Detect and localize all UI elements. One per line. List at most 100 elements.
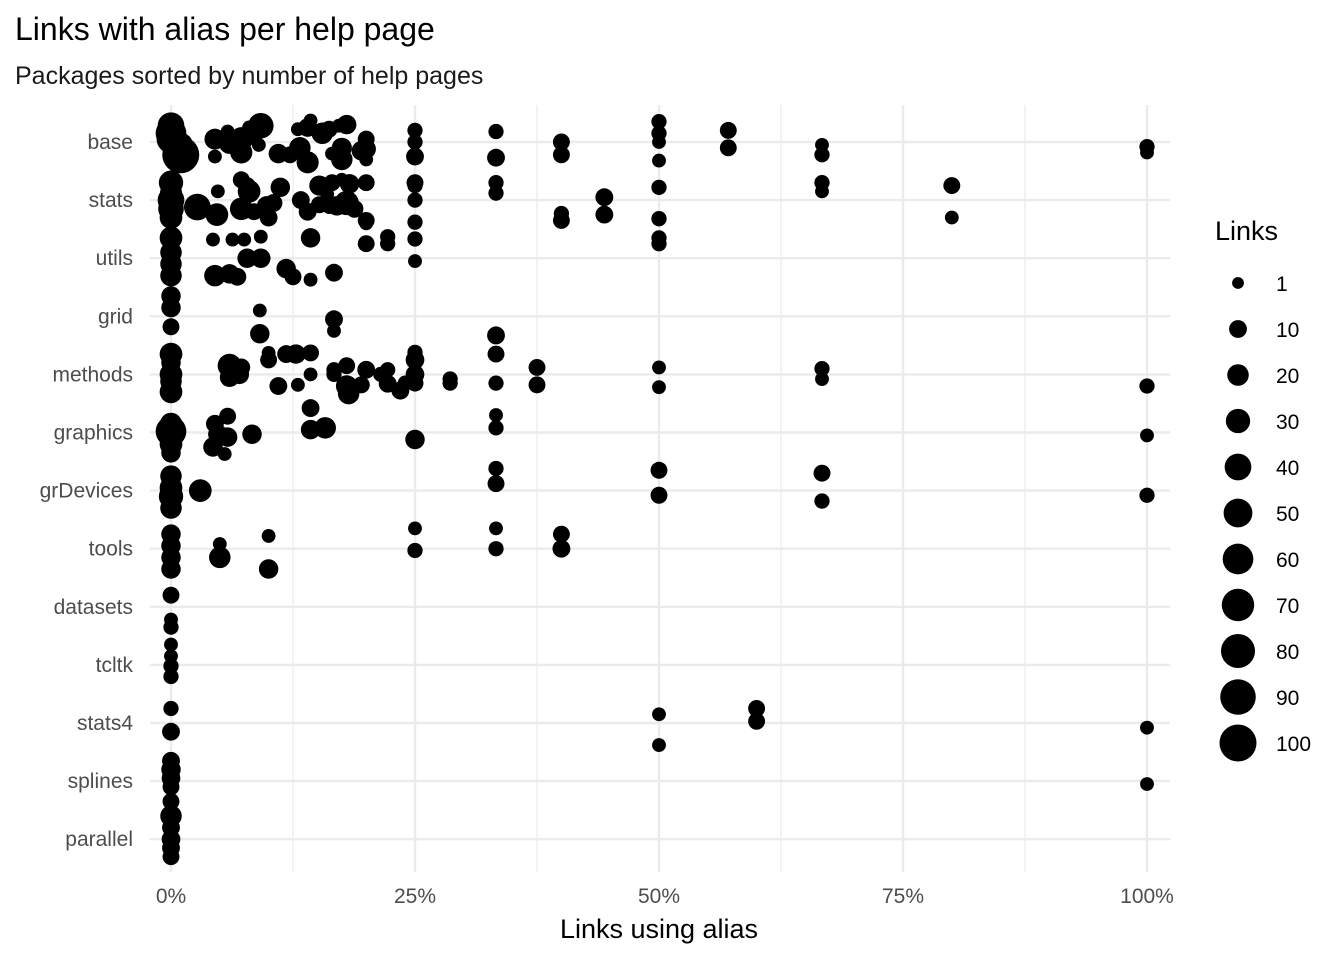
data-point <box>217 447 232 461</box>
data-point <box>237 180 261 203</box>
legend-label: 70 <box>1276 595 1299 618</box>
data-point <box>164 637 178 652</box>
data-point <box>203 437 223 457</box>
data-point <box>595 188 614 207</box>
y-tick-label: datasets <box>54 596 133 619</box>
data-point <box>489 408 503 422</box>
data-point <box>339 174 360 194</box>
y-tick-label: parallel <box>65 828 133 851</box>
data-point <box>249 117 264 132</box>
legend-label: 100 <box>1276 733 1311 756</box>
data-point <box>261 528 276 543</box>
data-point <box>487 326 505 344</box>
data-point <box>488 185 504 201</box>
data-point <box>552 211 570 229</box>
data-point <box>748 700 766 717</box>
legend-label: 90 <box>1276 687 1299 710</box>
data-point <box>161 559 181 579</box>
data-point <box>302 344 320 362</box>
data-point <box>352 376 370 394</box>
data-point <box>1139 487 1155 503</box>
data-point <box>229 364 250 385</box>
data-point <box>327 323 341 338</box>
data-point <box>356 139 376 159</box>
legend-title: Links <box>1215 216 1278 246</box>
data-point <box>260 351 278 369</box>
data-point <box>237 248 257 268</box>
data-point <box>652 135 666 149</box>
data-point <box>813 464 831 482</box>
data-point <box>284 268 302 286</box>
data-point <box>380 362 396 378</box>
y-tick-label: methods <box>52 363 133 386</box>
y-tick-label: utils <box>96 247 133 270</box>
data-point <box>408 254 422 269</box>
data-points <box>155 112 1155 866</box>
legend-label: 20 <box>1276 365 1299 388</box>
data-point <box>163 658 179 674</box>
data-point <box>210 184 225 199</box>
data-point <box>652 360 666 375</box>
y-tick-label: stats4 <box>77 712 133 735</box>
data-point <box>489 521 503 536</box>
x-tick-label: 25% <box>394 885 436 908</box>
legend-key <box>1219 724 1257 762</box>
data-point <box>442 375 458 391</box>
data-point <box>552 133 570 151</box>
data-point <box>162 136 200 174</box>
data-point <box>552 539 571 558</box>
data-point <box>652 738 666 753</box>
data-point <box>183 193 211 221</box>
data-point <box>488 420 504 436</box>
data-point <box>407 192 423 208</box>
data-point <box>162 778 180 796</box>
data-point <box>300 228 321 248</box>
data-point <box>258 559 279 579</box>
data-point <box>595 205 614 224</box>
data-point <box>331 137 352 158</box>
data-point <box>488 123 504 140</box>
data-point <box>407 214 423 230</box>
y-tick-label: stats <box>89 189 133 212</box>
legend-label: 1 <box>1276 273 1288 296</box>
data-point <box>1140 145 1154 160</box>
data-point <box>407 542 423 559</box>
data-point <box>652 707 666 722</box>
data-point <box>651 114 667 130</box>
data-point <box>814 147 830 163</box>
data-point <box>406 147 424 166</box>
data-point <box>650 461 668 479</box>
data-point <box>336 114 357 135</box>
legend-key <box>1232 277 1244 289</box>
y-tick-label: grDevices <box>40 480 133 503</box>
data-point <box>407 231 423 247</box>
data-point <box>251 137 266 152</box>
data-point <box>814 360 830 377</box>
y-tick-label: splines <box>68 770 133 793</box>
data-point <box>161 443 181 463</box>
data-point <box>487 345 505 363</box>
x-tick-label: 75% <box>882 885 924 908</box>
data-point <box>242 424 262 444</box>
data-point <box>286 344 306 364</box>
data-point <box>204 264 226 287</box>
data-point <box>219 407 237 425</box>
data-point <box>163 700 179 717</box>
data-point <box>252 303 267 318</box>
legend-key <box>1221 588 1255 622</box>
data-point <box>1140 720 1154 735</box>
data-point <box>345 199 364 218</box>
legend-key <box>1222 543 1254 575</box>
y-tick-label: grid <box>98 305 133 328</box>
data-point <box>380 236 396 252</box>
legend-key <box>1224 453 1252 481</box>
chart-title: Links with alias per help page <box>15 11 435 47</box>
data-point <box>651 236 667 252</box>
legend-key <box>1229 320 1247 338</box>
data-point <box>219 264 240 284</box>
data-point <box>325 263 343 282</box>
data-point <box>230 141 253 164</box>
data-point <box>528 376 546 394</box>
legend-label: 40 <box>1276 457 1299 480</box>
